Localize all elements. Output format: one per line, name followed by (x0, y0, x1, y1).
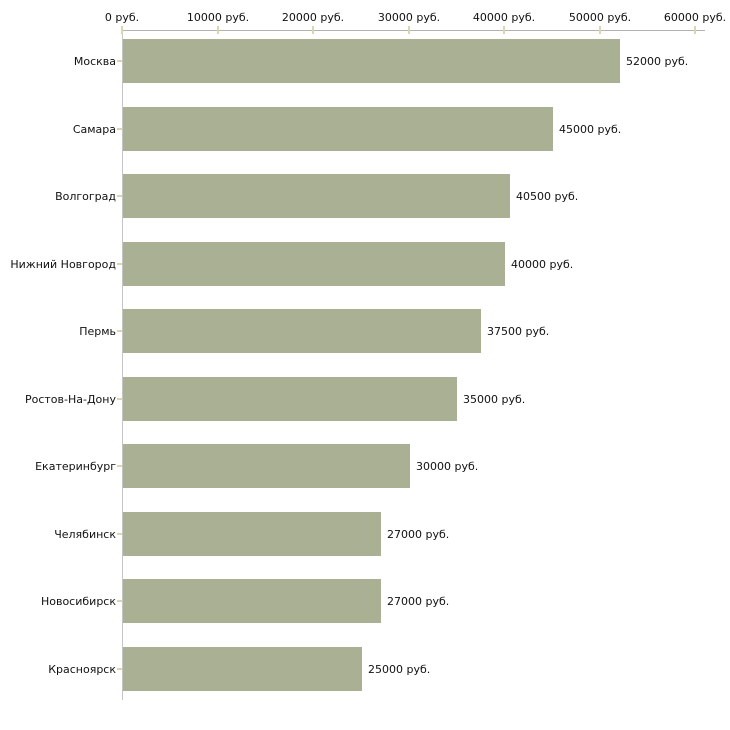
category-label: Самара (72, 122, 116, 136)
category-label: Красноярск (48, 662, 116, 676)
x-axis-tick-label: 10000 руб. (186, 11, 250, 24)
value-label: 27000 руб. (387, 594, 450, 608)
value-label: 37500 руб. (487, 324, 550, 338)
x-axis-tick (408, 26, 410, 34)
category-label: Пермь (79, 324, 116, 338)
x-axis-tick-label: 30000 руб. (377, 11, 441, 24)
bar (123, 174, 510, 218)
x-axis-tick-label: 20000 руб. (281, 11, 345, 24)
value-label: 30000 руб. (416, 459, 479, 473)
y-axis-tick (117, 533, 122, 535)
value-label: 52000 руб. (626, 54, 689, 68)
x-axis-tick (694, 26, 696, 34)
bar (123, 512, 381, 556)
bar (123, 377, 457, 421)
value-label: 40500 руб. (516, 189, 579, 203)
category-label: Москва (73, 54, 116, 68)
y-axis-tick (117, 600, 122, 602)
x-axis-tick (599, 26, 601, 34)
bar (123, 647, 362, 691)
y-axis-tick (117, 60, 122, 62)
value-label: 45000 руб. (559, 122, 622, 136)
value-label: 35000 руб. (463, 392, 526, 406)
category-label: Волгоград (55, 189, 116, 203)
x-axis-tick (312, 26, 314, 34)
y-axis-tick (117, 195, 122, 197)
bar (123, 309, 481, 353)
bar (123, 579, 381, 623)
category-label: Екатеринбург (35, 459, 116, 473)
x-axis-tick (503, 26, 505, 34)
y-axis-tick (117, 668, 122, 670)
bar (123, 242, 505, 286)
value-label: 25000 руб. (368, 662, 431, 676)
y-axis-tick (117, 263, 122, 265)
x-axis-tick-label: 50000 руб. (568, 11, 632, 24)
category-label: Новосибирск (40, 594, 116, 608)
value-label: 40000 руб. (511, 257, 574, 271)
bar (123, 107, 553, 151)
category-label: Челябинск (54, 527, 116, 541)
x-axis-tick (121, 26, 123, 34)
x-axis-tick-label: 40000 руб. (472, 11, 536, 24)
y-axis-tick (117, 330, 122, 332)
y-axis-line (122, 30, 123, 700)
x-axis-line (122, 30, 705, 31)
y-axis-tick (117, 465, 122, 467)
x-axis-tick-label: 0 руб. (104, 11, 140, 24)
x-axis-tick (217, 26, 219, 34)
y-axis-tick (117, 128, 122, 130)
y-axis-tick (117, 398, 122, 400)
bar (123, 444, 410, 488)
value-label: 27000 руб. (387, 527, 450, 541)
x-axis-tick-label: 60000 руб. (663, 11, 727, 24)
category-label: Ростов-На-Дону (24, 392, 116, 406)
category-label: Нижний Новгород (10, 257, 116, 271)
bar (123, 39, 620, 83)
